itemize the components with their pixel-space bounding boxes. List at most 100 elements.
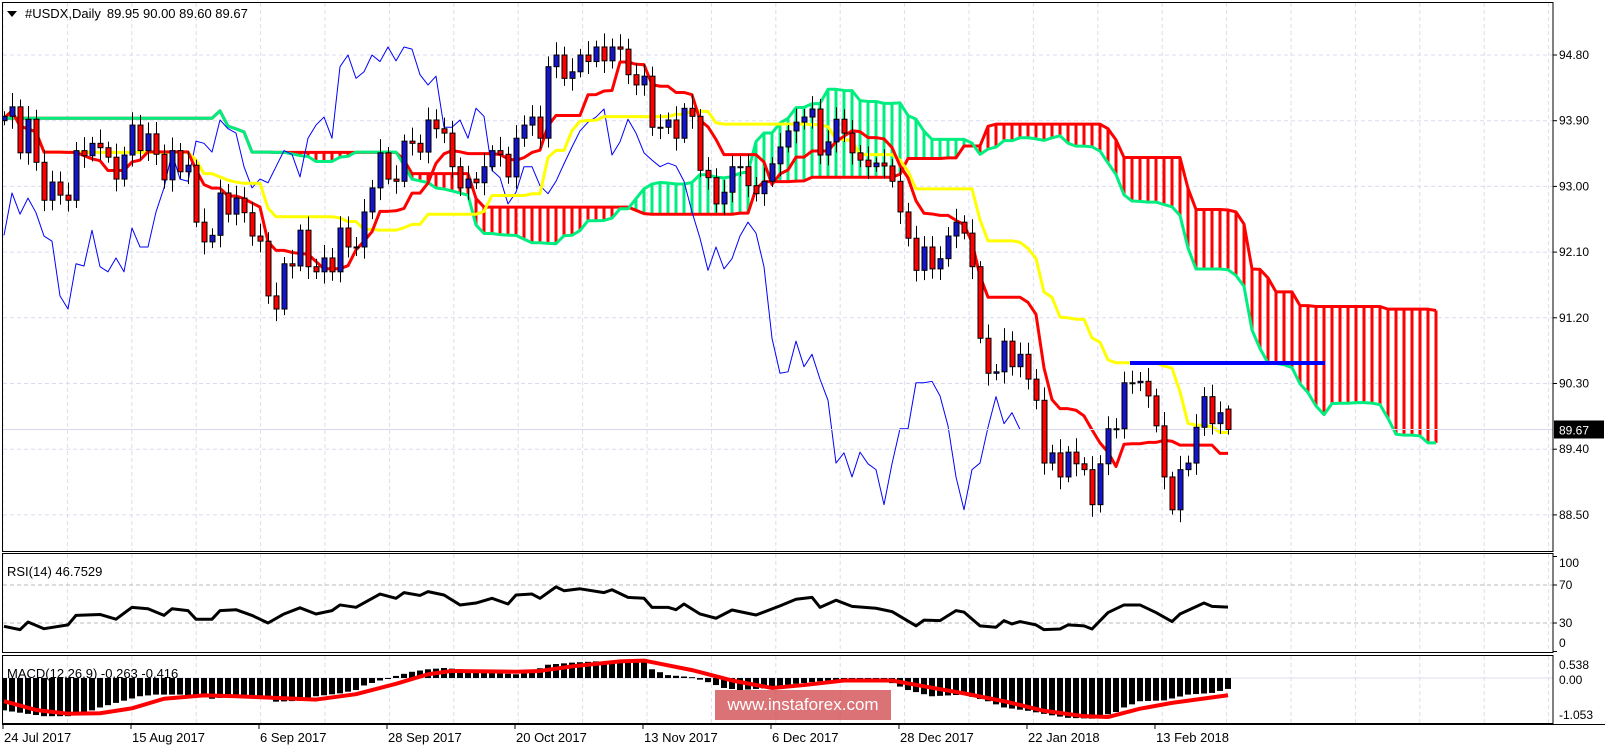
candle bbox=[841, 109, 848, 142]
macd-histogram-bar bbox=[121, 678, 127, 701]
tenkan-sen-line bbox=[3, 60, 1228, 469]
candle bbox=[1017, 342, 1024, 378]
candle bbox=[297, 224, 304, 272]
candle-body bbox=[1041, 399, 1048, 464]
candle bbox=[529, 105, 536, 136]
candle-body bbox=[1057, 452, 1064, 478]
candle bbox=[1081, 457, 1088, 476]
candle-body bbox=[417, 142, 424, 153]
macd-histogram-bar bbox=[673, 675, 679, 678]
candle bbox=[1089, 456, 1096, 517]
candle bbox=[753, 176, 760, 202]
macd-histogram-bar bbox=[289, 678, 295, 702]
candle-body bbox=[993, 371, 1000, 374]
macd-histogram-bar bbox=[665, 675, 671, 678]
candle bbox=[145, 122, 152, 161]
price-tick-label: 94.80 bbox=[1559, 48, 1589, 62]
candle-body bbox=[329, 257, 336, 273]
macd-histogram-bar bbox=[1041, 678, 1047, 714]
candle bbox=[1001, 328, 1008, 384]
candle-body bbox=[377, 152, 384, 189]
candle bbox=[3, 111, 8, 126]
candle bbox=[401, 134, 408, 188]
candle-body bbox=[1209, 396, 1216, 425]
candle-body bbox=[201, 221, 208, 243]
candle-body bbox=[153, 133, 160, 155]
candle-body bbox=[961, 221, 968, 234]
candle bbox=[577, 48, 584, 78]
macd-histogram-bar bbox=[937, 678, 943, 696]
candle bbox=[57, 171, 64, 205]
candle bbox=[545, 56, 552, 148]
candle-body bbox=[681, 107, 688, 139]
macd-histogram-bar bbox=[977, 678, 983, 700]
candle-body bbox=[657, 126, 664, 129]
candle-body bbox=[1129, 382, 1136, 385]
macd-histogram-bar bbox=[97, 678, 103, 708]
macd-histogram-bar bbox=[313, 678, 319, 697]
candle bbox=[313, 258, 320, 279]
candle bbox=[1193, 414, 1200, 475]
candle-body bbox=[889, 165, 896, 182]
candle bbox=[905, 202, 912, 247]
candle bbox=[289, 249, 296, 279]
candle bbox=[481, 152, 488, 196]
symbol-label: #USDX,Daily bbox=[25, 6, 101, 21]
candle bbox=[1225, 405, 1232, 435]
candle-body bbox=[833, 118, 840, 143]
candle bbox=[425, 107, 432, 164]
candle-body bbox=[1065, 451, 1072, 478]
candle-body bbox=[81, 150, 88, 157]
macd-histogram-bar bbox=[1185, 678, 1191, 695]
macd-histogram-bar bbox=[1081, 678, 1087, 719]
triangle-down-icon[interactable] bbox=[7, 10, 17, 17]
candle-body bbox=[313, 266, 320, 273]
candle-body bbox=[593, 46, 600, 63]
candle-body bbox=[249, 212, 256, 237]
candle-body bbox=[1033, 378, 1040, 401]
macd-histogram-bar bbox=[449, 668, 455, 678]
candle bbox=[633, 63, 640, 96]
candle-body bbox=[713, 177, 720, 205]
macd-histogram-bar bbox=[993, 678, 999, 705]
macd-histogram-bar bbox=[593, 661, 599, 678]
macd-histogram-bar bbox=[1121, 678, 1127, 708]
ohlc-label: 89.95 90.00 89.60 89.67 bbox=[106, 6, 248, 21]
candle bbox=[961, 215, 968, 240]
macd-histogram-bar bbox=[49, 678, 55, 717]
candle-body bbox=[209, 234, 216, 243]
macd-histogram-bar bbox=[89, 678, 95, 711]
macd-histogram-bar bbox=[505, 673, 511, 678]
macd-histogram-bar bbox=[801, 678, 807, 683]
candle bbox=[585, 41, 592, 75]
ichimoku-cloud bbox=[290, 89, 1438, 443]
macd-histogram-bar bbox=[777, 678, 783, 686]
macd-histogram-bar bbox=[521, 673, 527, 678]
macd-histogram-bar bbox=[817, 678, 823, 682]
macd-histogram-bar bbox=[617, 662, 623, 678]
candle-body bbox=[145, 133, 152, 152]
macd-histogram-bar bbox=[1089, 678, 1095, 719]
candle bbox=[537, 105, 544, 149]
candle bbox=[697, 109, 704, 177]
candle bbox=[1025, 342, 1032, 390]
candle-body bbox=[433, 119, 440, 130]
candle-body bbox=[865, 159, 872, 168]
macd-histogram-bar bbox=[1009, 678, 1015, 709]
date-label: 22 Jan 2018 bbox=[1028, 730, 1100, 745]
candle-body bbox=[985, 337, 992, 374]
candle bbox=[1097, 455, 1104, 513]
candle-body bbox=[705, 169, 712, 179]
macd-histogram-bar bbox=[577, 662, 583, 678]
candle bbox=[1185, 455, 1192, 477]
candle bbox=[321, 244, 328, 284]
candle-body bbox=[425, 119, 432, 153]
macd-histogram-bar bbox=[65, 678, 71, 717]
macd-histogram-bar bbox=[201, 678, 207, 698]
candle-body bbox=[577, 54, 584, 73]
candle-body bbox=[33, 118, 40, 163]
macd-histogram-bar bbox=[513, 674, 519, 678]
macd-signal-line bbox=[3, 658, 1229, 720]
candle bbox=[1153, 388, 1160, 433]
